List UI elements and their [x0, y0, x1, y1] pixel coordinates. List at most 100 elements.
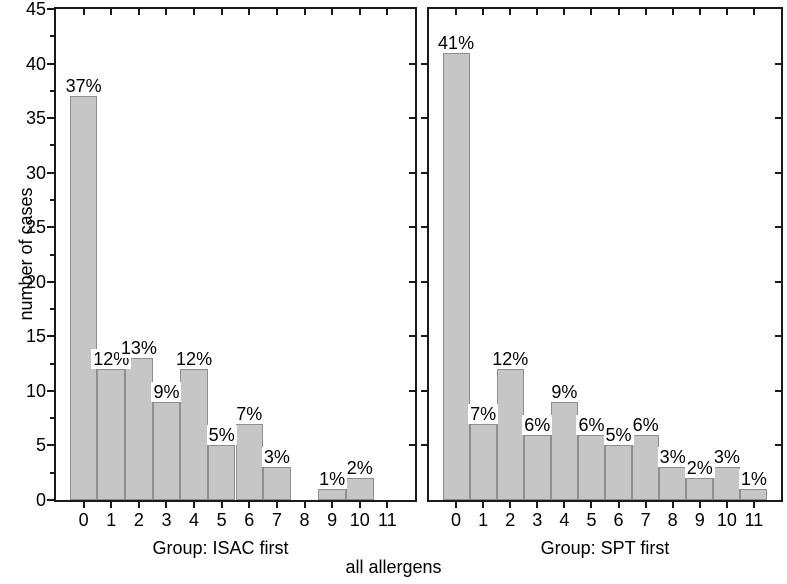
bar-value-label: 1% — [317, 469, 348, 490]
bar — [263, 467, 291, 500]
x-tick-label: 3 — [161, 510, 172, 530]
x-tick-mark-top — [248, 9, 251, 15]
y-tick-mark — [421, 171, 427, 174]
bar-value-label: 6% — [522, 414, 553, 435]
y-tick-mark — [409, 171, 415, 174]
x-tick-label: 10 — [349, 510, 370, 530]
x-tick-mark-top — [165, 9, 168, 15]
y-tick-mark — [50, 144, 54, 147]
x-tick-mark-bottom — [275, 502, 278, 508]
x-tick-label: 9 — [327, 510, 338, 530]
y-tick-mark — [421, 62, 427, 65]
x-tick-mark-top — [303, 9, 306, 15]
y-tick-mark — [47, 117, 54, 120]
x-tick-label: 6 — [244, 510, 255, 530]
x-tick-mark-bottom — [563, 502, 566, 508]
y-tick-mark — [47, 335, 54, 338]
y-tick-mark — [409, 389, 415, 392]
x-tick-label: 1 — [106, 510, 117, 530]
x-tick-label: 2 — [133, 510, 144, 530]
y-tick-label: 25 — [25, 217, 46, 238]
bar — [152, 401, 181, 500]
bar — [659, 467, 687, 500]
y-tick-label: 40 — [25, 53, 46, 74]
x-tick-mark-bottom — [617, 502, 620, 508]
y-tick-mark — [47, 226, 54, 229]
x-tick-label: 8 — [299, 510, 310, 530]
y-tick-mark — [50, 253, 54, 256]
bar-value-label: 9% — [151, 381, 182, 402]
bar — [207, 445, 236, 500]
y-tick-label: 35 — [25, 108, 46, 129]
x-tick-mark-bottom — [165, 502, 168, 508]
bar — [125, 358, 153, 500]
x-tick-mark-bottom — [590, 502, 593, 508]
y-tick-label: 30 — [25, 162, 46, 183]
x-tick-label: 3 — [532, 510, 543, 530]
bar-value-label: 5% — [206, 425, 237, 446]
x-tick-mark-top — [563, 9, 566, 15]
bar-value-label: 12% — [174, 349, 215, 370]
x-tick-mark-bottom — [671, 502, 674, 508]
x-tick-label: 0 — [451, 510, 462, 530]
x-tick-label: 10 — [716, 510, 737, 530]
y-tick-mark — [775, 280, 781, 283]
panel-title-isac-first: Group: ISAC first — [152, 538, 289, 558]
panel-spt-first: 41% 7% 12% 6% 9% 6% 5% 6% 3% 2% 3% 1% 0 1 2 3 4 5 6 7 8 9 10 11 — [421, 7, 783, 530]
x-tick-mark-bottom — [455, 502, 458, 508]
bar — [713, 467, 741, 500]
y-axis-tick-labels: 45 40 35 30 25 20 15 10 5 0 — [14, 0, 46, 510]
x-tick-label: 6 — [613, 510, 624, 530]
x-tick-label: 9 — [694, 510, 705, 530]
bar — [740, 489, 768, 500]
x-tick-label: 0 — [78, 510, 89, 530]
y-tick-mark — [409, 117, 415, 120]
y-tick-mark — [775, 62, 781, 65]
x-tick-mark-top — [275, 9, 278, 15]
bar-value-label: 5% — [603, 425, 634, 446]
bar — [69, 96, 98, 500]
x-tick-label: 5 — [586, 510, 597, 530]
y-tick-mark — [775, 389, 781, 392]
y-tick-mark — [775, 117, 781, 120]
bar — [550, 401, 578, 500]
y-tick-mark — [50, 417, 54, 420]
x-tick-mark-bottom — [358, 502, 361, 508]
bar-value-label: 3% — [657, 447, 688, 468]
x-tick-mark-bottom — [110, 502, 113, 508]
y-tick-mark — [50, 471, 54, 474]
y-tick-mark — [50, 35, 54, 38]
bar — [442, 52, 470, 500]
panel-isac-first: 37% 12% 13% 9% 12% 5% 7% 3% 1% 2% 0 1 2 3 4 5 6 7 8 9 10 11 — [47, 7, 417, 530]
y-tick-mark — [421, 226, 427, 229]
y-tick-mark — [47, 171, 54, 174]
bar-value-label: 13% — [118, 338, 159, 359]
y-tick-mark — [421, 117, 427, 120]
x-tick-label: 11 — [378, 510, 397, 530]
x-tick-label: 7 — [271, 510, 282, 530]
x-tick-mark-bottom — [303, 502, 306, 508]
y-tick-label: 20 — [25, 271, 46, 292]
x-tick-label: 5 — [216, 510, 227, 530]
y-tick-mark — [47, 499, 54, 501]
y-tick-mark — [775, 226, 781, 229]
x-tick-mark-top — [358, 9, 361, 15]
bar-value-label: 12% — [490, 349, 531, 370]
y-tick-mark — [50, 308, 54, 311]
bar-value-label: 6% — [630, 414, 661, 435]
x-tick-mark-bottom — [193, 502, 196, 508]
y-tick-mark — [421, 389, 427, 392]
x-tick-mark-top — [193, 9, 196, 15]
x-tick-mark-top — [482, 9, 485, 15]
x-tick-mark-bottom — [698, 502, 701, 508]
x-tick-mark-top — [386, 9, 389, 15]
bar-value-label: 3% — [711, 447, 742, 468]
bar-value-label: 2% — [684, 458, 715, 479]
x-tick-mark-top — [617, 9, 620, 15]
x-tick-mark-top — [110, 9, 113, 15]
y-tick-mark — [47, 444, 54, 447]
bar-value-label: 7% — [468, 403, 499, 424]
x-tick-label: 8 — [667, 510, 678, 530]
bar-value-label: 1% — [738, 469, 769, 490]
bar-value-label: 7% — [234, 403, 265, 424]
